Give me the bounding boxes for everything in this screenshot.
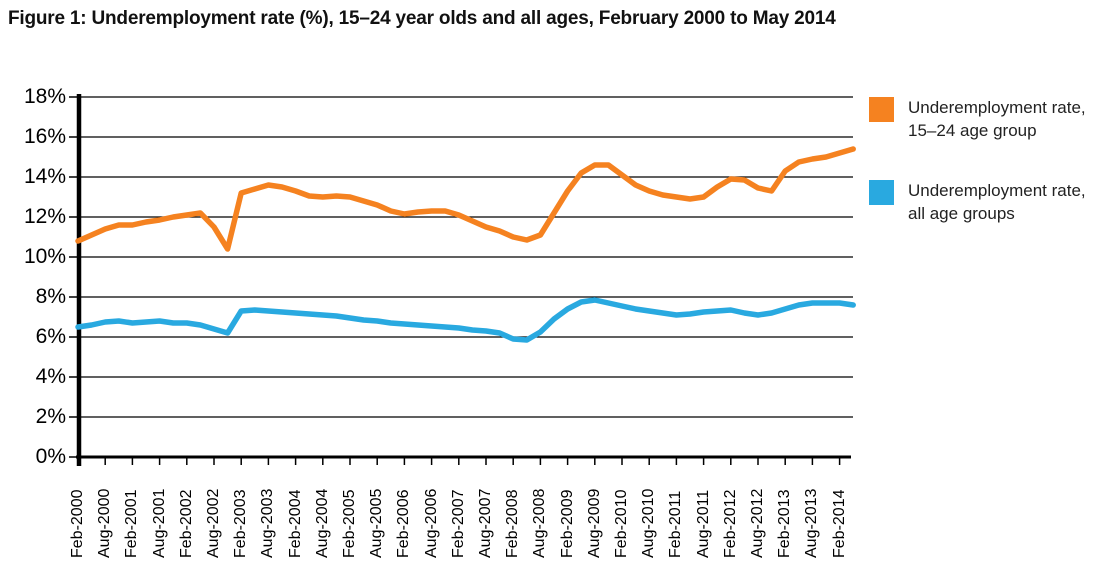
x-tick-label: Feb-2005 — [341, 489, 358, 559]
x-tick-label: Feb-2010 — [613, 489, 630, 559]
legend-label-youth: Underemployment rate, 15–24 age group — [908, 96, 1086, 142]
x-tick-label: Feb-2004 — [286, 489, 304, 559]
x-tick-label: Feb-2013 — [776, 489, 794, 559]
series-line-youth — [75, 146, 856, 252]
x-tick-label: Aug-2005 — [368, 488, 386, 558]
y-tick-label: 4% — [35, 365, 66, 388]
y-tick-label: 8% — [35, 285, 66, 308]
x-tick-label: Aug-2010 — [640, 488, 658, 558]
x-tick-label: Aug-2013 — [803, 488, 821, 558]
x-tick-label: Feb-2012 — [721, 489, 739, 559]
y-tick-label: 14% — [23, 165, 66, 188]
legend-label-all-ages-line1: Underemployment rate, — [908, 181, 1086, 200]
legend-label-all-ages: Underemployment rate, all age groups — [908, 179, 1086, 225]
x-tick-label: Aug-2007 — [477, 488, 494, 558]
x-tick-label: Aug-2004 — [313, 488, 331, 558]
y-tick-label: 0% — [35, 445, 66, 468]
x-tick-label: Feb-2003 — [232, 489, 250, 559]
x-tick-label: Aug-2001 — [150, 488, 168, 558]
y-tick-label: 10% — [23, 245, 66, 268]
x-tick-label: Feb-2001 — [123, 489, 141, 559]
y-tick-label: 18% — [23, 85, 66, 108]
x-tick-label: Aug-2002 — [205, 488, 222, 558]
x-tick-label: Aug-2006 — [422, 488, 440, 558]
x-tick-label: Feb-2011 — [667, 490, 685, 558]
legend-swatch-all-ages — [869, 180, 894, 205]
y-tick-label: 16% — [23, 125, 66, 148]
legend-label-all-ages-line2: all age groups — [908, 204, 1015, 223]
legend-swatch-youth — [869, 97, 894, 122]
y-tick-label: 6% — [35, 325, 66, 348]
x-tick-label: Feb-2014 — [830, 489, 848, 559]
x-tick-label: Feb-2006 — [395, 489, 413, 559]
x-tick-label: Feb-2000 — [69, 489, 86, 559]
legend-label-youth-line1: Underemployment rate, — [908, 98, 1086, 117]
y-tick-label: 12% — [23, 205, 66, 228]
x-tick-label: Aug-2008 — [531, 488, 549, 558]
figure-title: Figure 1: Underemployment rate (%), 15–2… — [8, 8, 836, 29]
x-tick-label: Feb-2009 — [558, 489, 576, 559]
series-line-all-ages — [75, 297, 856, 343]
legend-label-youth-line2: 15–24 age group — [908, 121, 1037, 140]
x-tick-label: Aug-2009 — [585, 488, 603, 558]
x-tick-label: Aug-2003 — [259, 488, 277, 558]
x-tick-label: Feb-2007 — [449, 489, 467, 559]
x-tick-label: Aug-2011 — [694, 489, 712, 558]
y-tick-label: 2% — [35, 405, 66, 428]
x-tick-label: Feb-2002 — [177, 489, 195, 559]
x-tick-label: Feb-2008 — [504, 489, 522, 559]
x-tick-label: Aug-2000 — [96, 488, 114, 558]
x-tick-label: Aug-2012 — [749, 488, 766, 558]
